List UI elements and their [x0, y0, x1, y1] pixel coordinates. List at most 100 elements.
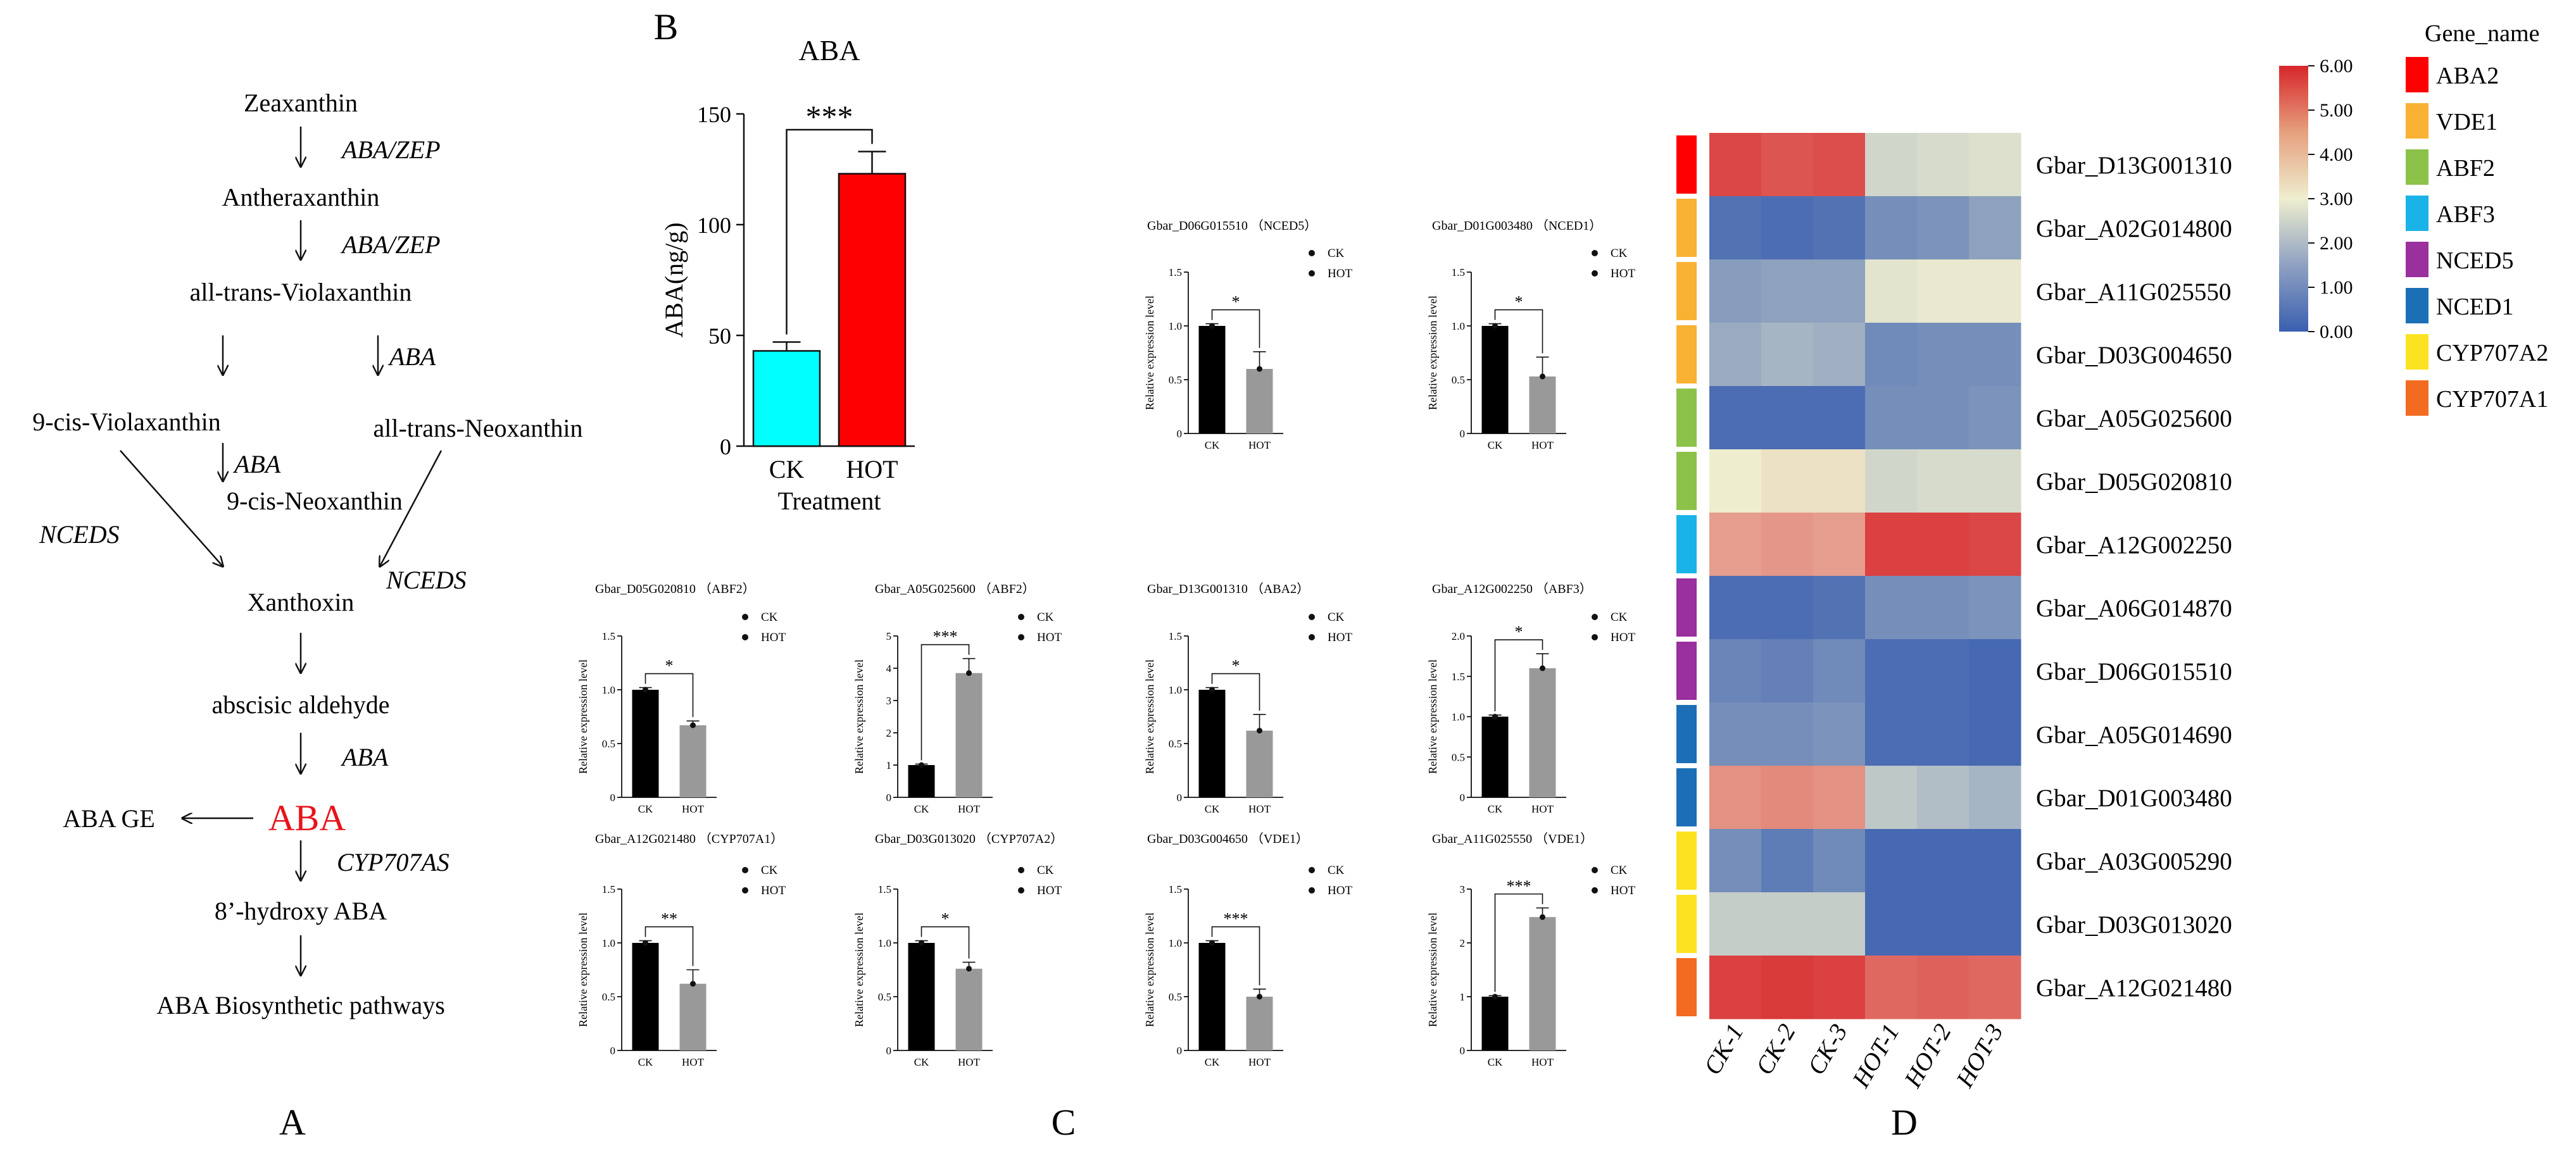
bar-hot: [955, 673, 983, 797]
legend-marker: [1018, 887, 1024, 894]
heatmap-cell: [1865, 829, 1918, 893]
x-tick-label-hot: HOT: [1248, 803, 1271, 815]
row-group-marker: [1676, 452, 1697, 510]
x-tick-label-hot: HOT: [1531, 803, 1554, 815]
heatmap-cell: [1813, 259, 1866, 323]
y-tick-label: 0.5: [1169, 991, 1182, 1003]
heatmap-cell: [1813, 892, 1866, 956]
y-tick-label: 0.5: [1452, 751, 1465, 763]
data-point: [643, 687, 648, 693]
significance-bracket: [1211, 673, 1260, 711]
bar-hot: [1529, 668, 1556, 797]
legend-marker: [742, 634, 748, 640]
heatmap-cell: [1761, 449, 1814, 513]
compound-9-cis-neoxanthin: 9-cis-Neoxanthin: [227, 487, 403, 515]
y-tick-label: 0: [1177, 1045, 1183, 1057]
bar-hot: [955, 968, 983, 1050]
legend-marker: [742, 614, 748, 620]
data-point: [1209, 940, 1215, 946]
legend-swatch-abf3: [2406, 196, 2428, 231]
y-tick-label: 1.5: [1452, 266, 1465, 278]
y-tick-label: 3: [886, 695, 892, 707]
significance-label: **: [661, 910, 677, 928]
row-group-marker: [1676, 135, 1697, 194]
compound-all-trans-violaxanthin: all-trans-Violaxanthin: [190, 278, 412, 306]
heatmap-cell: [1813, 766, 1866, 830]
legend-swatch-abf2: [2406, 149, 2428, 185]
y-tick-label: 0: [720, 434, 731, 459]
heatmap-cell: [1761, 133, 1814, 197]
expression-chart-abf2b: 0 1 2 3 4 5 CK HOT *** Gbar_A05G025600 （ABF2） Rela…: [853, 582, 1062, 815]
heatmap-cell: [1865, 386, 1918, 450]
x-axis-title: Treatment: [778, 487, 881, 515]
pathway-panel: [120, 127, 443, 975]
legend-marker: [1592, 270, 1598, 277]
legend-marker: [742, 867, 748, 873]
significance-label: *: [1515, 623, 1523, 641]
y-axis-title: Relative expression level: [1143, 913, 1156, 1027]
legend-label-abf3: ABF3: [2436, 201, 2495, 228]
compound-abscisic-aldehyde: abscisic aldehyde: [212, 690, 390, 719]
y-axis-title: Relative expression level: [853, 913, 865, 1027]
y-tick-label: 1.0: [602, 937, 615, 949]
heatmap-cell: [1865, 133, 1918, 197]
y-tick-label: 1.0: [1452, 320, 1465, 332]
heatmap-cell: [1761, 766, 1814, 830]
y-tick-label: 150: [697, 102, 731, 127]
bar-ck: [1481, 326, 1509, 433]
data-point: [966, 670, 972, 676]
y-tick-label: 1: [886, 759, 892, 771]
data-point: [1492, 714, 1498, 720]
heatmap-cell: [1865, 892, 1918, 956]
bar-ck: [1481, 716, 1509, 797]
bar-hot: [838, 173, 907, 447]
expression-chart-cyp707a2: 0 0.5 1.0 1.5 CK HOT * Gbar_D03G013020 （CYP707A…: [853, 832, 1063, 1068]
heatmap-cell: [1917, 513, 1970, 576]
heatmap-cell: [1969, 956, 2021, 1019]
chart-title: Gbar_D03G013020 （CYP707A2）: [875, 832, 1063, 846]
heatmap-cell: [1969, 639, 2021, 703]
legend-title: Gene_name: [2425, 20, 2539, 47]
data-point: [1540, 914, 1545, 920]
heatmap-cell: [1813, 323, 1866, 387]
heatmap-row-label: Gbar_D03G004650: [2036, 342, 2232, 369]
heatmap-cell: [1813, 513, 1866, 576]
x-tick-label-ck: CK: [1205, 1056, 1220, 1068]
legend-marker: [742, 887, 748, 894]
y-tick-label: 100: [697, 213, 731, 238]
legend-label-hot: HOT: [1037, 884, 1062, 897]
colorbar-tick-label: 5.00: [2320, 100, 2353, 121]
bar-hot: [1246, 997, 1273, 1050]
legend-marker: [1018, 867, 1024, 873]
bar-hot: [679, 725, 707, 797]
legend-marker: [1309, 634, 1315, 640]
y-tick-label: 5: [886, 630, 892, 642]
heatmap-cell: [1865, 766, 1918, 830]
enzyme-aba-lower: ABA: [340, 743, 389, 771]
legend-label-hot: HOT: [1037, 631, 1062, 644]
heatmap-cell: [1709, 513, 1762, 576]
heatmap-cell: [1969, 892, 2021, 956]
expression-chart-nced5: 0 0.5 1.0 1.5 CK HOT * Gbar_D06G015510 （NCED5） R…: [1143, 218, 1352, 451]
heatmap-cell: [1709, 829, 1762, 893]
heatmap-row-label: Gbar_A11G025550: [2036, 278, 2231, 306]
compound-aba: ABA: [268, 797, 346, 838]
legend-marker: [1018, 634, 1024, 640]
significance-bracket: [644, 673, 694, 718]
heatmap-cell: [1761, 259, 1814, 323]
legend-marker: [1592, 614, 1598, 620]
y-tick-label: 2.0: [1452, 630, 1465, 642]
significance-label: *: [1232, 293, 1240, 311]
y-tick-label: 4: [886, 663, 892, 675]
compound-biosynthetic-pathways: ABA Biosynthetic pathways: [156, 991, 445, 1019]
legend-swatch-cyp707a1: [2406, 380, 2428, 416]
expression-chart-abf3: 0 0.5 1.0 1.5 2.0 CK HOT * Gbar_A12G002250 （ABF3…: [1426, 582, 1635, 815]
chart-title: Gbar_D01G003480 （NCED1）: [1432, 218, 1602, 233]
bar-ck: [1198, 326, 1226, 433]
heatmap-row-label: Gbar_D03G013020: [2036, 911, 2232, 938]
significance-bracket: [786, 128, 873, 335]
heatmap-cell: [1969, 766, 2021, 830]
legend-swatch-cyp707a2: [2406, 334, 2428, 370]
heatmap-cell: [1865, 513, 1918, 576]
data-point: [1209, 687, 1215, 693]
